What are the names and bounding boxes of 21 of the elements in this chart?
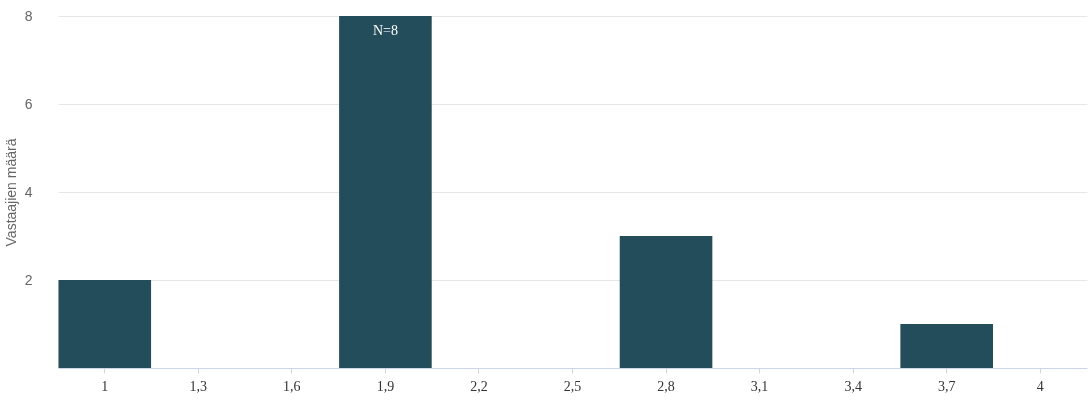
y-tick-label: 6 [24, 95, 33, 112]
x-tick-label: 4 [1036, 378, 1044, 394]
y-tick-label: 2 [24, 271, 33, 288]
x-tick-label: 1,3 [189, 378, 208, 394]
bar [58, 280, 152, 368]
y-axis-title: Vastaajien määrä [2, 138, 19, 247]
bar [339, 16, 432, 368]
bar [900, 324, 993, 368]
x-tick-label: 3,1 [750, 378, 769, 394]
x-tick-label: 2,5 [563, 378, 582, 394]
y-tick-label: 8 [24, 7, 33, 24]
y-tick-label: 4 [24, 183, 33, 200]
x-tick-label: 1 [101, 378, 109, 394]
x-tick-label: 2,8 [657, 378, 675, 394]
x-tick-label: 3,4 [844, 378, 862, 394]
x-tick-label: 2,2 [470, 378, 488, 394]
x-tick-label: 1,6 [283, 378, 301, 394]
x-tick-label: 3,7 [937, 378, 956, 394]
annotation: N=8 [372, 23, 398, 38]
x-tick-label: 1,9 [376, 378, 395, 394]
bar [619, 236, 713, 368]
